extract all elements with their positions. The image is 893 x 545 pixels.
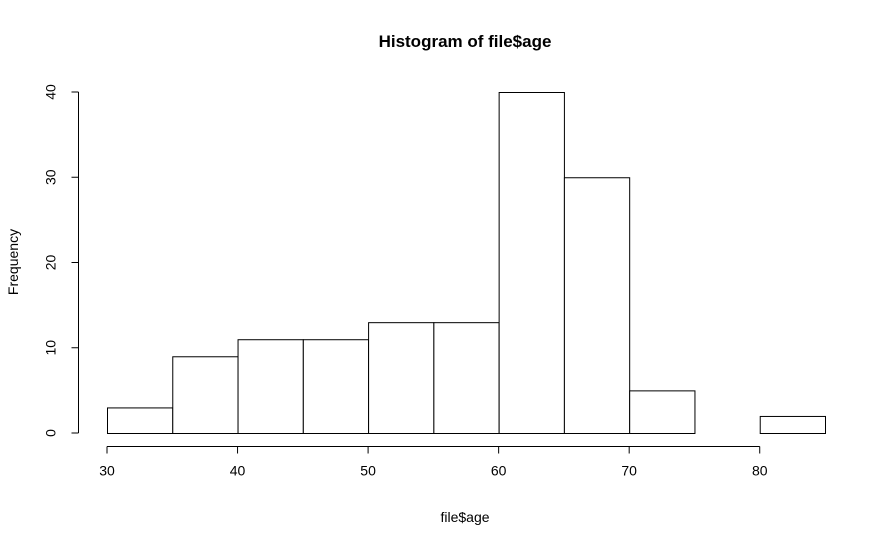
histogram-bar-45-50	[302, 339, 370, 435]
y-tick-label: 10	[43, 340, 59, 356]
histogram-bar-50-55	[368, 322, 435, 434]
x-tick-label: 30	[99, 463, 115, 479]
histogram-bar-70-75	[629, 390, 696, 434]
y-tick-label: 40	[43, 84, 59, 100]
y-axis: 0 10 20 30 40	[43, 84, 79, 437]
x-axis: 30 40 50 60 70 80	[99, 446, 768, 479]
x-axis-title: file$age	[440, 509, 489, 525]
x-tick-label: 60	[491, 463, 507, 479]
histogram-bar-80-85	[759, 415, 827, 435]
y-axis-title: Frequency	[5, 229, 21, 295]
histogram-bars	[107, 92, 827, 435]
x-tick-label: 70	[621, 463, 637, 479]
y-tick-label: 20	[43, 255, 59, 271]
histogram-bar-55-60	[433, 322, 500, 434]
x-tick-label: 40	[230, 463, 246, 479]
histogram-bar-65-70	[563, 177, 631, 434]
y-tick-label: 30	[43, 169, 59, 185]
histogram-bar-35-40	[172, 356, 239, 434]
histogram-bar-40-45	[237, 339, 304, 435]
histogram-bar-60-65	[498, 92, 565, 434]
histogram-bar-30-35	[107, 407, 174, 434]
chart-title: Histogram of file$age	[379, 32, 552, 51]
x-tick-label: 50	[360, 463, 376, 479]
x-tick-label: 80	[752, 463, 768, 479]
y-tick-label: 0	[43, 429, 59, 437]
